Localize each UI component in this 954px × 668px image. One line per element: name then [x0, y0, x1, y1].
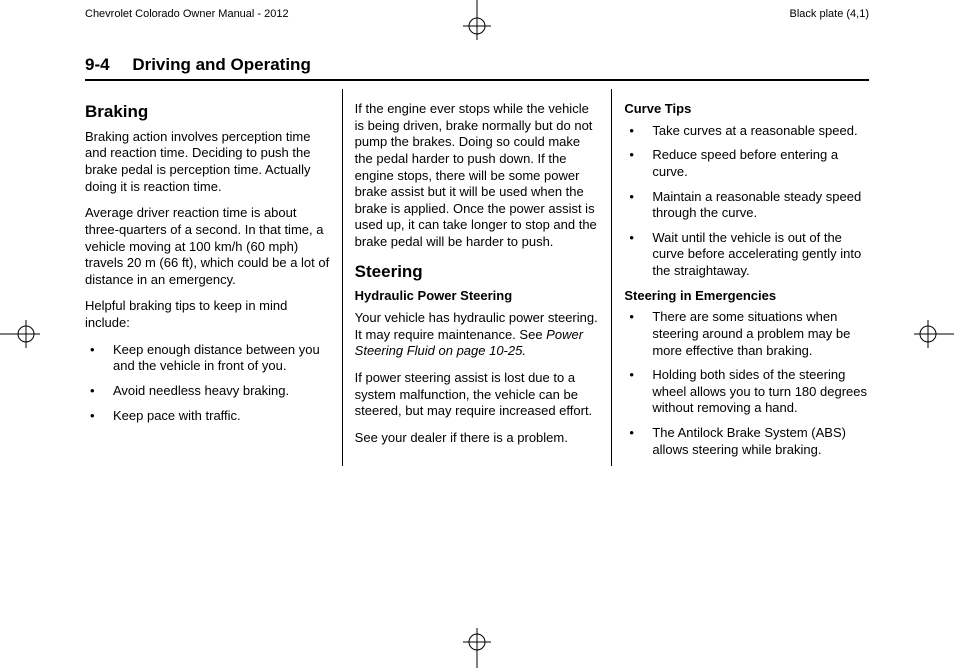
- body-text: Braking action involves perception time …: [85, 129, 330, 196]
- doc-title: Chevrolet Colorado Owner Manual - 2012: [85, 8, 289, 20]
- braking-heading: Braking: [85, 101, 330, 123]
- list-item: Keep pace with traffic.: [85, 408, 330, 425]
- page-header: 9-4 Driving and Operating: [85, 55, 869, 81]
- hydraulic-heading: Hydraulic Power Steering: [355, 288, 600, 305]
- list-item: Holding both sides of the steering wheel…: [624, 367, 869, 417]
- crop-mark-bottom: [457, 628, 497, 668]
- section-title: Driving and Operating: [132, 55, 311, 74]
- list-item: Wait until the vehicle is out of the cur…: [624, 230, 869, 280]
- list-item: Avoid needless heavy braking.: [85, 383, 330, 400]
- body-text: See your dealer if there is a problem.: [355, 430, 600, 447]
- crop-mark-top: [457, 0, 497, 40]
- body-text: If power steering assist is lost due to …: [355, 370, 600, 420]
- curve-tips-heading: Curve Tips: [624, 101, 869, 118]
- column-2: If the engine ever stops while the vehic…: [343, 89, 613, 466]
- column-3: Curve Tips Take curves at a reasonable s…: [612, 89, 869, 466]
- crop-mark-right: [914, 314, 954, 354]
- plate-info: Black plate (4,1): [790, 8, 869, 20]
- steering-heading: Steering: [355, 261, 600, 283]
- bullet-list: Keep enough distance between you and the…: [85, 342, 330, 425]
- list-item: Take curves at a reasonable speed.: [624, 123, 869, 140]
- body-text: Average driver reaction time is about th…: [85, 205, 330, 288]
- emergencies-heading: Steering in Emergencies: [624, 288, 869, 305]
- list-item: Reduce speed before entering a curve.: [624, 147, 869, 180]
- body-text: Your vehicle has hydraulic power steerin…: [355, 310, 600, 360]
- column-1: Braking Braking action involves percepti…: [85, 89, 343, 466]
- list-item: The Antilock Brake System (ABS) allows s…: [624, 425, 869, 458]
- bullet-list: Take curves at a reasonable speed. Reduc…: [624, 123, 869, 280]
- body-text: If the engine ever stops while the vehic…: [355, 101, 600, 251]
- body-text: Helpful braking tips to keep in mind inc…: [85, 298, 330, 331]
- list-item: Keep enough distance between you and the…: [85, 342, 330, 375]
- content-columns: Braking Braking action involves percepti…: [85, 89, 869, 466]
- page-number: 9-4: [85, 55, 110, 74]
- list-item: Maintain a reasonable steady speed throu…: [624, 189, 869, 222]
- list-item: There are some situations when steering …: [624, 309, 869, 359]
- crop-mark-left: [0, 314, 40, 354]
- bullet-list: There are some situations when steering …: [624, 309, 869, 458]
